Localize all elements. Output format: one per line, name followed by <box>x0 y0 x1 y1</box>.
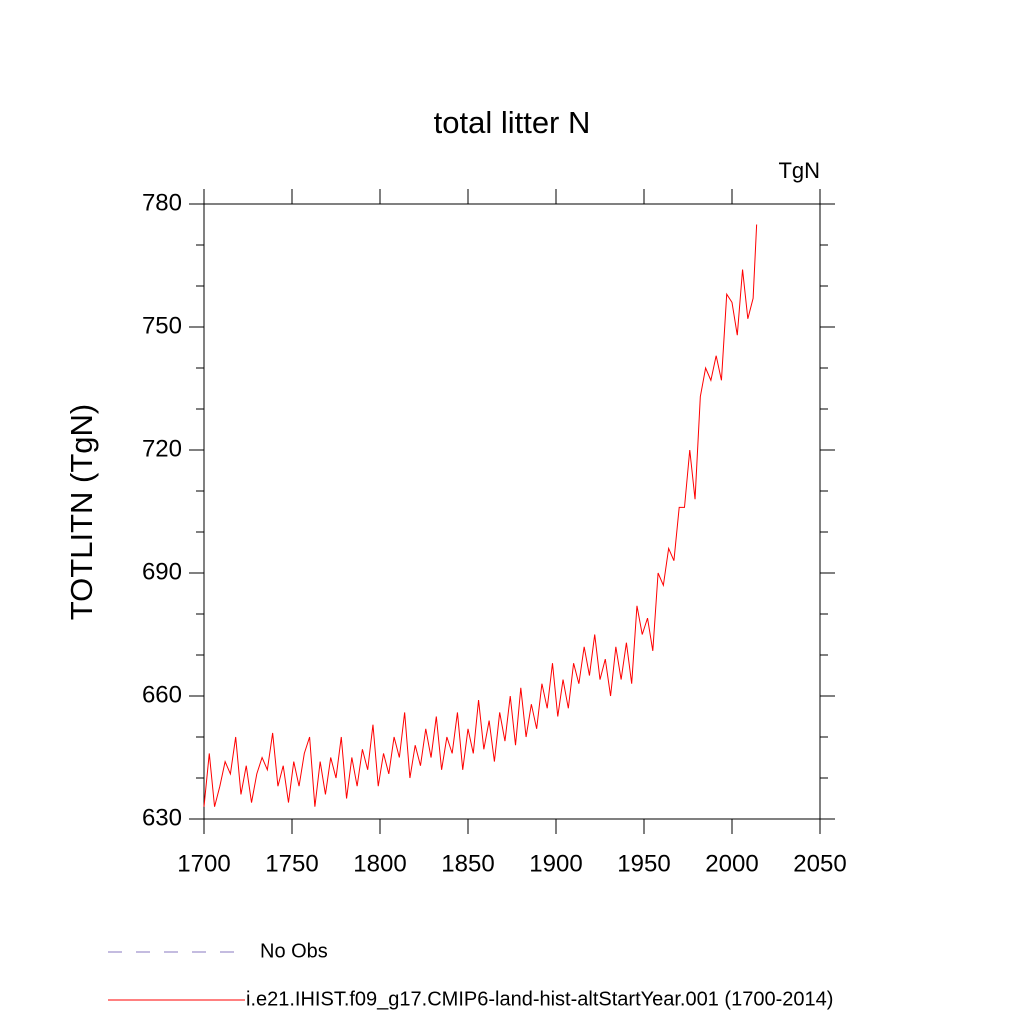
chart-title: total litter N <box>434 105 591 140</box>
plot-frame <box>203 203 821 820</box>
units-label: TgN <box>778 158 820 183</box>
data-line <box>203 224 758 807</box>
y-axis-label: TOTLITN (TgN) <box>64 404 99 620</box>
x-tick-label: 1900 <box>529 850 582 877</box>
x-tick-label: 1750 <box>265 850 318 877</box>
y-tick-label: 750 <box>142 312 182 339</box>
x-tick-label: 1700 <box>177 850 230 877</box>
x-tick-label: 1950 <box>617 850 670 877</box>
y-tick-label: 780 <box>142 189 182 216</box>
y-tick-label: 630 <box>142 804 182 831</box>
y-tick-label: 690 <box>142 558 182 585</box>
legend-label: No Obs <box>260 940 328 962</box>
y-tick-label: 660 <box>142 681 182 708</box>
y-tick-label: 720 <box>142 435 182 462</box>
x-tick-label: 1800 <box>353 850 406 877</box>
x-tick-label: 1850 <box>441 850 494 877</box>
x-tick-label: 2050 <box>793 850 846 877</box>
x-tick-label: 2000 <box>705 850 758 877</box>
legend-label: i.e21.IHIST.f09_g17.CMIP6-land-hist-altS… <box>246 988 833 1010</box>
